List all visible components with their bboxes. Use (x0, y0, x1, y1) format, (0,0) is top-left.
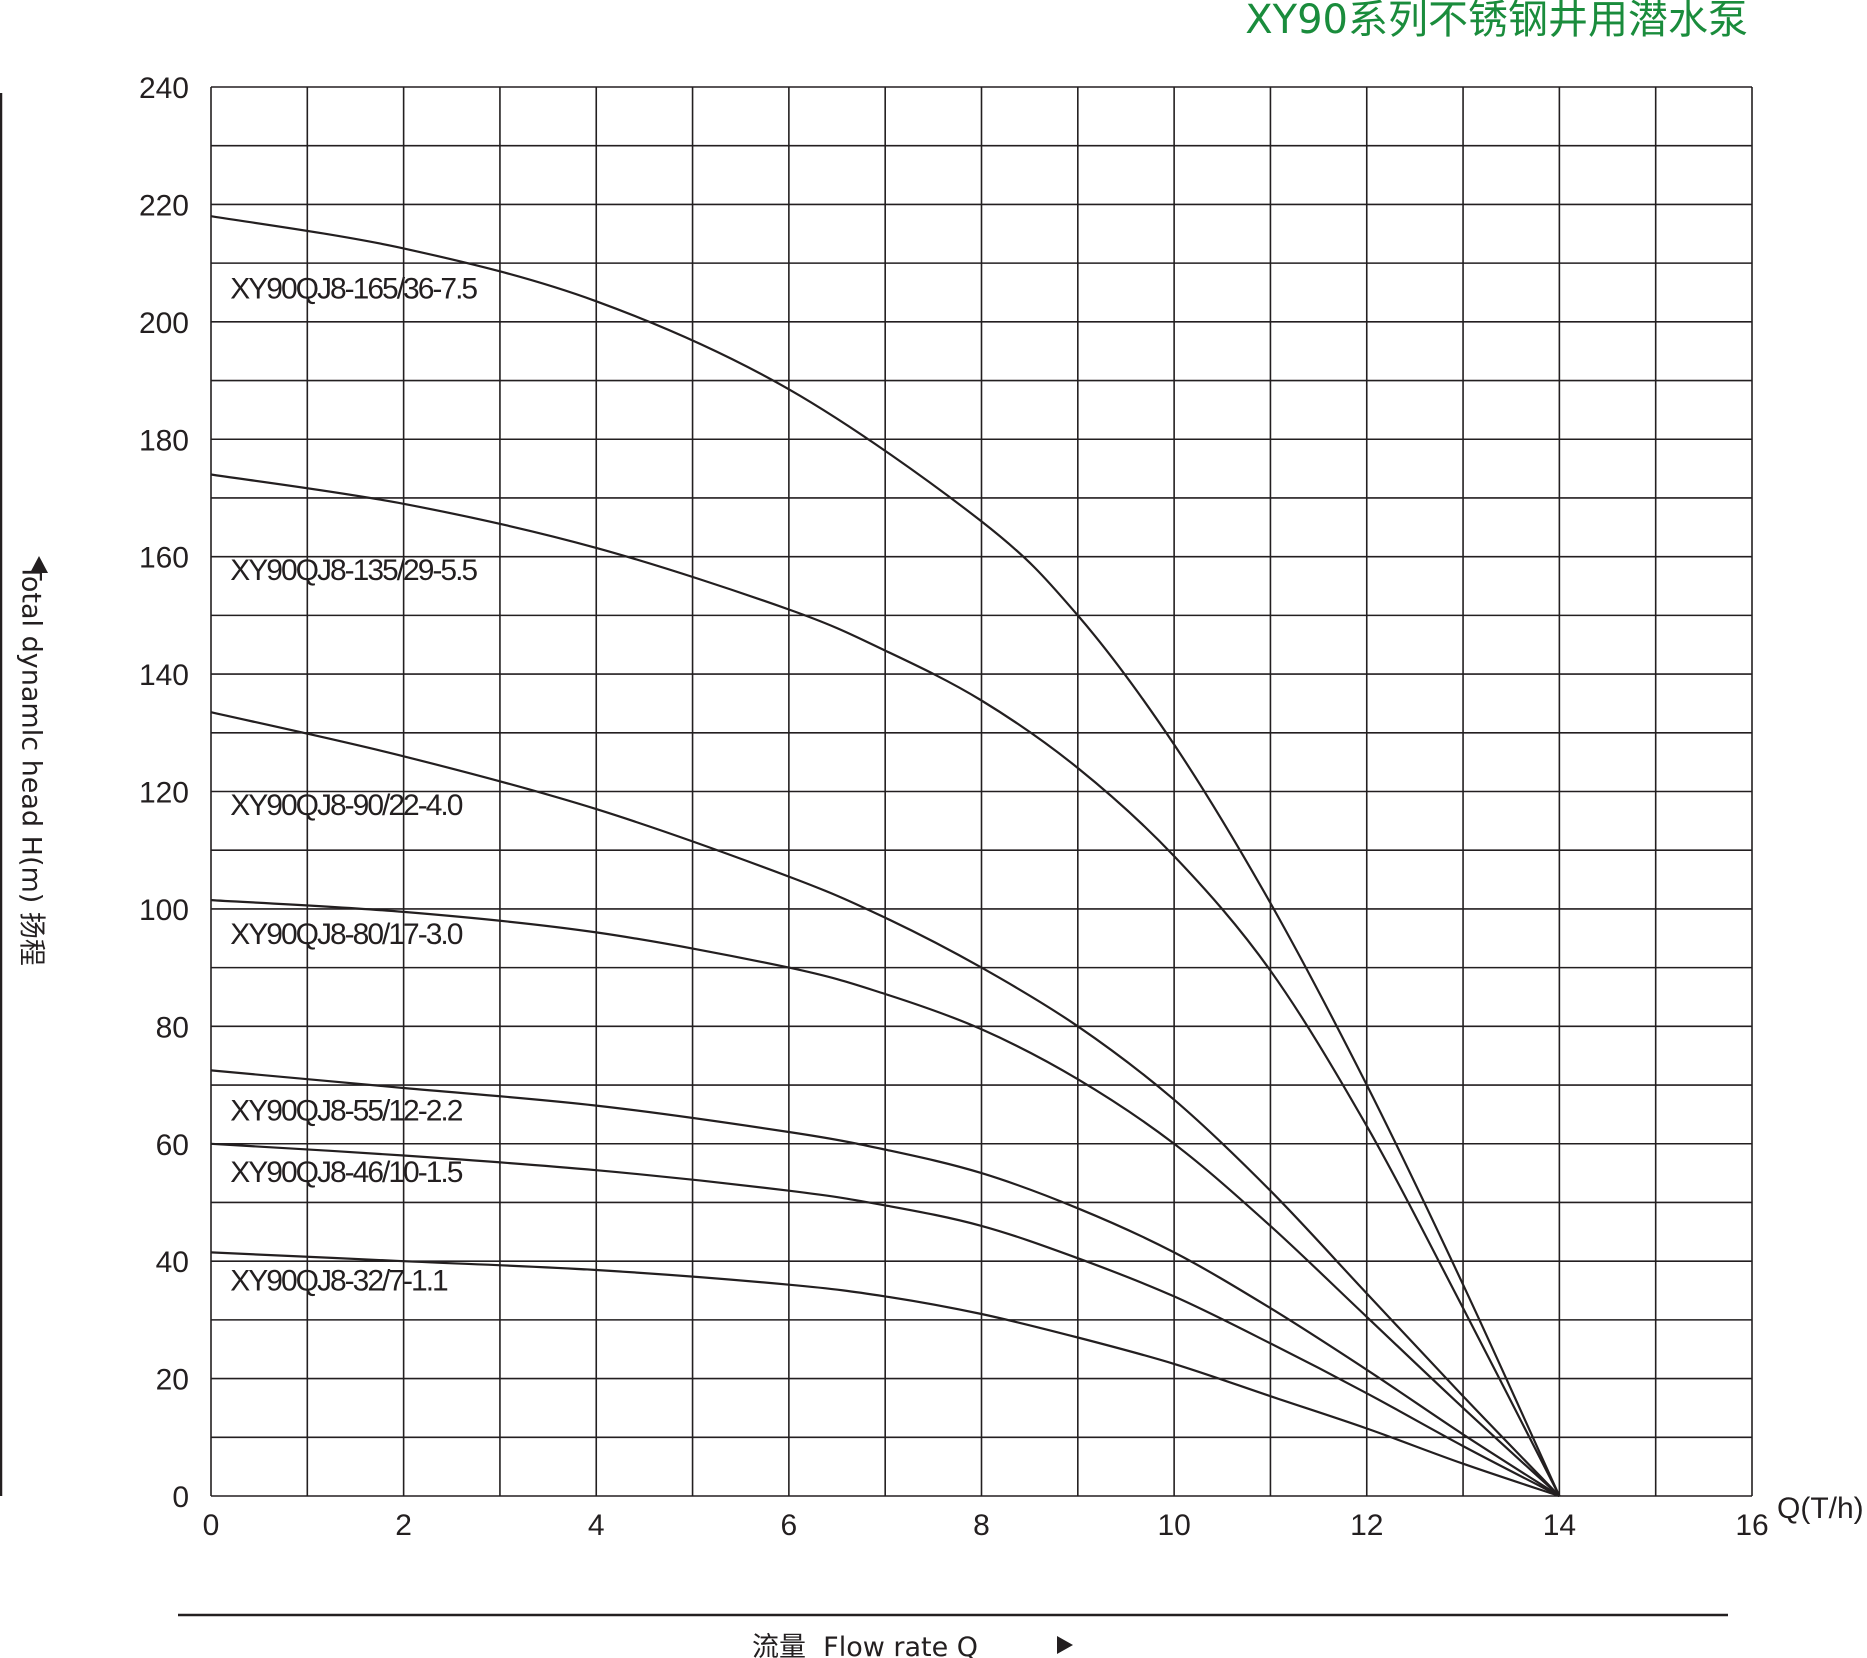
grid (210, 86, 1753, 1497)
curve-label: XY90QJ8-90/22-4.0 (230, 789, 462, 822)
y-axis-title-group: Total dynamlc head H(m) 扬程 (16, 563, 47, 966)
curve-label: XY90QJ8-32/7-1.1 (230, 1265, 448, 1298)
curve-XY90QJ8-135/29-5.5 (210, 473, 1561, 1497)
curve-XY90QJ8-55/12-2.2 (210, 1069, 1560, 1497)
y-tick-label: 0 (172, 1481, 189, 1514)
x-tick-label: 14 (1543, 1509, 1576, 1542)
x-tick-label: 12 (1350, 1509, 1383, 1542)
curve-label: XY90QJ8-55/12-2.2 (230, 1094, 462, 1127)
y-tick-label: 60 (156, 1129, 189, 1162)
curve-XY90QJ8-80/17-3.0 (210, 899, 1561, 1497)
y-tick-label: 100 (139, 894, 189, 927)
curves (210, 215, 1561, 1498)
x-axis-arrow-icon (1057, 1636, 1073, 1654)
x-tick-labels: 0 2 4 6 8 10 12 14 16 (203, 1509, 1769, 1542)
y-tick-label: 40 (156, 1246, 189, 1279)
x-tick-label: 16 (1735, 1509, 1768, 1542)
x-tick-label: 6 (781, 1509, 798, 1542)
curve-label: XY90QJ8-46/10-1.5 (230, 1156, 462, 1189)
y-tick-label: 200 (139, 307, 189, 340)
x-tick-label: 8 (973, 1509, 990, 1542)
curve-labels: XY90QJ8-165/36-7.5 XY90QJ8-135/29-5.5 XY90… (230, 272, 479, 1298)
curve-XY90QJ8-32/7-1.1 (210, 1251, 1560, 1498)
curve-label: XY90QJ8-165/36-7.5 (230, 272, 477, 305)
curve-XY90QJ8-165/36-7.5 (210, 215, 1561, 1497)
x-tick-label: 4 (588, 1509, 605, 1542)
y-tick-label: 20 (156, 1364, 189, 1397)
curve-XY90QJ8-90/22-4.0 (210, 711, 1561, 1497)
x-tick-label: 2 (395, 1509, 412, 1542)
curve-label: XY90QJ8-80/17-3.0 (230, 918, 462, 951)
y-tick-label: 120 (139, 777, 189, 810)
y-tick-label: 240 (139, 72, 189, 105)
x-tick-label: 10 (1157, 1509, 1190, 1542)
y-tick-label: 180 (139, 424, 189, 457)
y-tick-labels: 0 20 40 60 80 100 120 140 160 180 200 220 240 (139, 72, 189, 1514)
x-axis-title: 流量 Flow rate Q (752, 1632, 978, 1658)
x-axis-unit: Q(T/h) (1777, 1492, 1864, 1525)
curve-label: XY90QJ8-135/29-5.5 (230, 554, 477, 587)
curve-XY90QJ8-46/10-1.5 (210, 1142, 1560, 1497)
y-axis-arrow-icon (30, 556, 48, 573)
y-tick-label: 220 (139, 189, 189, 222)
y-tick-label: 140 (139, 659, 189, 692)
chart-title: XY90系列不锈钢井用潜水泵 (1245, 0, 1748, 43)
y-tick-label: 160 (139, 542, 189, 575)
y-axis-title: Total dynamlc head H(m) 扬程 (16, 563, 47, 966)
y-tick-label: 80 (156, 1011, 189, 1044)
x-tick-label: 0 (203, 1509, 220, 1542)
